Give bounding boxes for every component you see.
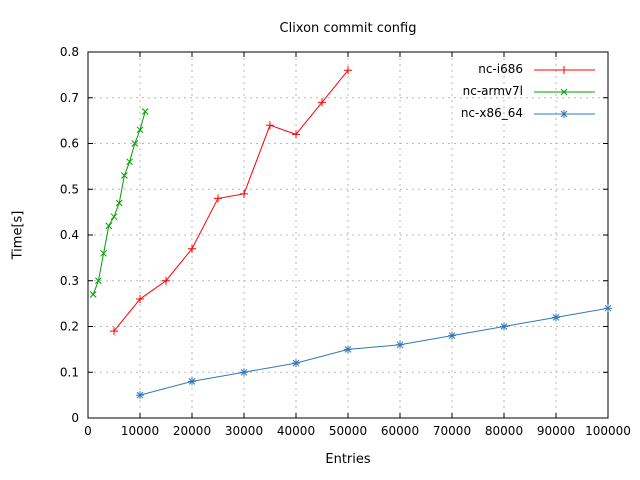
legend-sample-icon [534,88,595,95]
data-point-marker [141,108,149,115]
y-axis-label: Time[s] [10,210,26,260]
svg-text:0.8: 0.8 [60,45,79,59]
data-point-marker [188,377,196,386]
svg-text:40000: 40000 [277,424,315,438]
series-nc-x86_64 [136,304,612,400]
data-point-marker [89,291,97,298]
x-tick-labels: 0 10000 20000 30000 40000 50000 60000 70000 8000… [84,424,631,438]
y-tick-labels: 0 0.1 0.2 0.3 0.4 0.5 0.6 0.7 0.8 [60,45,79,425]
data-point-marker [95,277,102,285]
svg-text:20000: 20000 [173,424,211,438]
tick-marks [87,51,609,419]
grid-lines [88,52,608,418]
data-point-marker [266,121,274,130]
data-point-marker [240,368,248,377]
legend-item-nc-x86_64: nc-x86_64 [461,102,597,124]
data-point-marker [604,304,612,313]
svg-text:0.4: 0.4 [60,228,79,242]
data-point-marker [115,199,123,207]
svg-text:90000: 90000 [537,424,575,438]
data-point-marker [162,276,170,285]
svg-text:0: 0 [71,411,79,425]
data-point-marker [396,340,404,349]
svg-text:0.2: 0.2 [60,320,79,334]
data-point-marker [344,66,352,75]
svg-text:10000: 10000 [121,424,159,438]
data-point-marker [126,158,133,166]
svg-text:0.6: 0.6 [60,137,79,151]
data-point-marker [448,331,456,340]
legend-item-nc-armv7l: nc-armv7l [463,80,597,102]
data-point-marker [292,130,300,139]
data-point-marker [136,295,144,304]
data-point-marker [136,391,144,400]
legend-label: nc-armv7l [462,84,523,98]
data-point-marker [121,172,128,179]
svg-text:0.5: 0.5 [60,182,79,196]
data-point-marker [188,244,196,253]
svg-text:60000: 60000 [381,424,419,438]
legend-sample-icon [534,65,595,74]
legend-item-nc-i686: nc-i686 [478,58,597,80]
series-nc-i686 [110,66,352,336]
data-point-marker [105,222,113,230]
data-point-marker [292,359,300,368]
data-point-marker [110,327,118,336]
data-point-marker [344,345,352,354]
data-point-marker [240,189,248,198]
legend-label: nc-x86_64 [460,106,523,120]
svg-text:100000: 100000 [585,424,631,438]
data-point-marker [214,194,222,203]
svg-text:0.1: 0.1 [60,365,79,379]
legend: nc-i686 nc-armv7l nc-x86_64 [461,58,597,124]
svg-text:80000: 80000 [485,424,523,438]
svg-text:0.7: 0.7 [60,91,79,105]
data-point-marker [318,98,326,107]
chart-title: Clixon commit config [279,21,417,36]
data-point-marker [552,313,560,322]
svg-text:0.3: 0.3 [60,274,79,288]
legend-sample-icon [534,109,595,118]
series-nc-armv7l [89,108,149,298]
data-point-marker [500,322,508,331]
data-point-marker [131,140,139,147]
data-point-marker [110,213,118,221]
svg-text:30000: 30000 [225,424,263,438]
x-axis-label: Entries [325,452,371,467]
data-point-marker [136,126,144,134]
svg-text:70000: 70000 [433,424,471,438]
data-point-marker [100,249,107,257]
svg-text:0: 0 [84,424,92,438]
svg-text:50000: 50000 [329,424,367,438]
legend-label: nc-i686 [478,62,523,76]
